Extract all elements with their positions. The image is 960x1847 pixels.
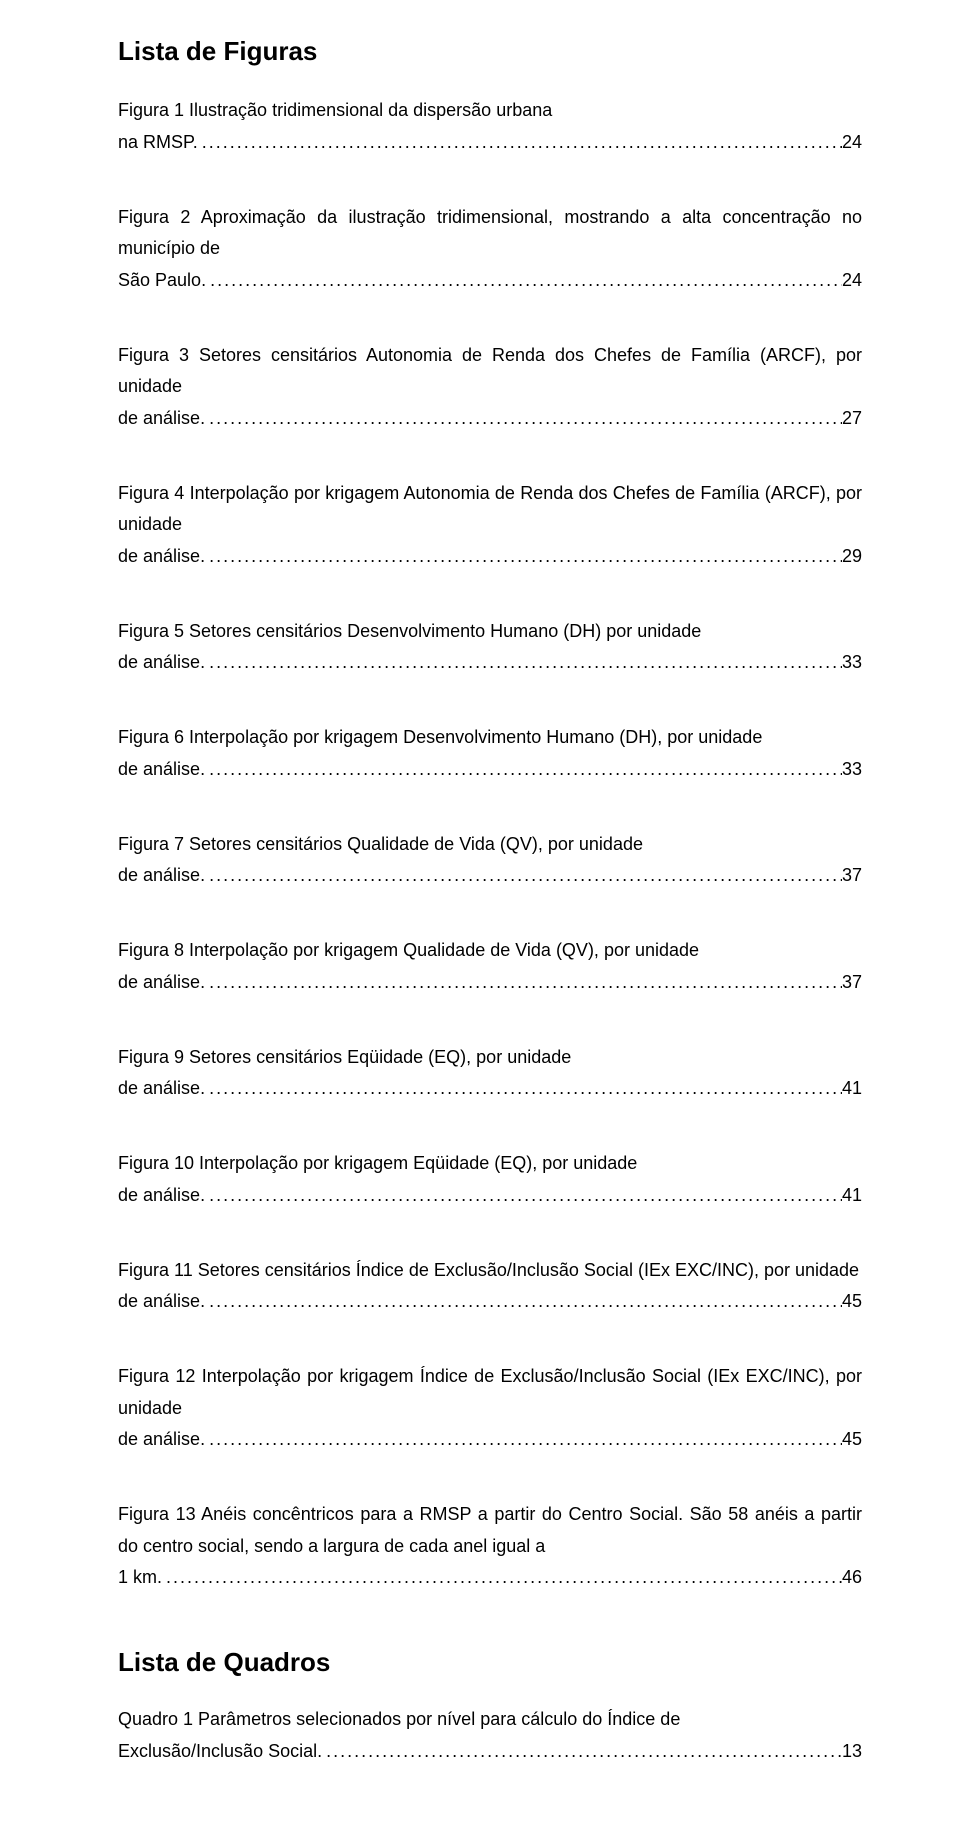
leader-dots: ........................................… xyxy=(205,403,842,435)
figure-page: 24 xyxy=(842,265,862,297)
figure-page: 24 xyxy=(842,127,862,159)
figure-text-tail: de análise. xyxy=(118,1286,205,1318)
table-text-head: Quadro 1 Parâmetros selecionados por nív… xyxy=(118,1709,680,1729)
figure-leader-row: de análise..............................… xyxy=(118,967,862,999)
figure-text-head: Figura 8 Interpolação por krigagem Quali… xyxy=(118,940,699,960)
figure-page: 41 xyxy=(842,1073,862,1105)
table-page: 13 xyxy=(842,1736,862,1768)
figure-text-head: Figura 2 Aproximação da ilustração tridi… xyxy=(118,207,862,259)
figure-text-tail: de análise. xyxy=(118,1073,205,1105)
figure-entry: Figura 4 Interpolação por krigagem Auton… xyxy=(118,478,862,604)
figure-leader-row: São Paulo...............................… xyxy=(118,265,862,297)
figure-entry: Figura 10 Interpolação por krigagem Eqüi… xyxy=(118,1148,862,1243)
figure-page: 37 xyxy=(842,967,862,999)
figure-page: 45 xyxy=(842,1424,862,1456)
figure-leader-row: de análise..............................… xyxy=(118,1286,862,1318)
figure-page: 27 xyxy=(842,403,862,435)
figure-entry: Figura 11 Setores censitários Índice de … xyxy=(118,1255,862,1350)
tables-heading: Lista de Quadros xyxy=(118,1647,862,1678)
figure-text-head: Figura 9 Setores censitários Eqüidade (E… xyxy=(118,1047,571,1067)
figure-text-head: Figura 13 Anéis concêntricos para a RMSP… xyxy=(118,1504,862,1556)
figures-list: Figura 1 Ilustração tridimensional da di… xyxy=(118,95,862,1625)
figure-leader-row: de análise..............................… xyxy=(118,1424,862,1456)
figure-page: 33 xyxy=(842,647,862,679)
figure-text-tail: de análise. xyxy=(118,647,205,679)
figure-text-head: Figura 12 Interpolação por krigagem Índi… xyxy=(118,1366,862,1418)
leader-dots: ........................................… xyxy=(205,967,842,999)
figure-leader-row: na RMSP.................................… xyxy=(118,127,862,159)
leader-dots: ........................................… xyxy=(198,127,842,159)
table-entry: Quadro 1 Parâmetros selecionados por nív… xyxy=(118,1704,862,1799)
figure-page: 45 xyxy=(842,1286,862,1318)
figure-leader-row: de análise..............................… xyxy=(118,541,862,573)
tables-list: Quadro 1 Parâmetros selecionados por nív… xyxy=(118,1704,862,1799)
table-text-tail: Exclusão/Inclusão Social. xyxy=(118,1736,322,1768)
figure-text-tail: São Paulo. xyxy=(118,265,206,297)
figure-entry: Figura 2 Aproximação da ilustração tridi… xyxy=(118,202,862,328)
figure-text-tail: de análise. xyxy=(118,1424,205,1456)
figure-page: 41 xyxy=(842,1180,862,1212)
figure-page: 46 xyxy=(842,1562,862,1594)
table-leader-row: Exclusão/Inclusão Social................… xyxy=(118,1736,862,1768)
leader-dots: ........................................… xyxy=(162,1562,842,1594)
figure-text-head: Figura 1 Ilustração tridimensional da di… xyxy=(118,100,552,120)
figure-text-head: Figura 11 Setores censitários Índice de … xyxy=(118,1260,859,1280)
figure-leader-row: de análise..............................… xyxy=(118,403,862,435)
figure-text-tail: de análise. xyxy=(118,860,205,892)
figure-text-tail: de análise. xyxy=(118,1180,205,1212)
leader-dots: ........................................… xyxy=(205,1424,842,1456)
figure-text-tail: de análise. xyxy=(118,403,205,435)
figures-heading: Lista de Figuras xyxy=(118,36,862,67)
figure-leader-row: de análise..............................… xyxy=(118,1180,862,1212)
figure-text-head: Figura 10 Interpolação por krigagem Eqüi… xyxy=(118,1153,637,1173)
figure-text-head: Figura 3 Setores censitários Autonomia d… xyxy=(118,345,862,397)
leader-dots: ........................................… xyxy=(205,1286,842,1318)
leader-dots: ........................................… xyxy=(205,541,842,573)
leader-dots: ........................................… xyxy=(205,860,842,892)
figure-entry: Figura 1 Ilustração tridimensional da di… xyxy=(118,95,862,190)
figure-page: 33 xyxy=(842,754,862,786)
leader-dots: ........................................… xyxy=(205,647,842,679)
figure-entry: Figura 13 Anéis concêntricos para a RMSP… xyxy=(118,1499,862,1625)
figure-entry: Figura 5 Setores censitários Desenvolvim… xyxy=(118,616,862,711)
figure-text-tail: 1 km. xyxy=(118,1562,162,1594)
figure-entry: Figura 9 Setores censitários Eqüidade (E… xyxy=(118,1042,862,1137)
leader-dots: ........................................… xyxy=(205,1180,842,1212)
figure-text-tail: de análise. xyxy=(118,754,205,786)
figure-text-tail: de análise. xyxy=(118,967,205,999)
figure-entry: Figura 3 Setores censitários Autonomia d… xyxy=(118,340,862,466)
figure-leader-row: de análise..............................… xyxy=(118,647,862,679)
figure-page: 29 xyxy=(842,541,862,573)
figure-text-tail: de análise. xyxy=(118,541,205,573)
figure-leader-row: de análise..............................… xyxy=(118,1073,862,1105)
figure-text-tail: na RMSP. xyxy=(118,127,198,159)
leader-dots: ........................................… xyxy=(206,265,842,297)
figure-entry: Figura 12 Interpolação por krigagem Índi… xyxy=(118,1361,862,1487)
figure-entry: Figura 6 Interpolação por krigagem Desen… xyxy=(118,722,862,817)
figure-leader-row: de análise..............................… xyxy=(118,860,862,892)
figure-text-head: Figura 5 Setores censitários Desenvolvim… xyxy=(118,621,701,641)
figure-page: 37 xyxy=(842,860,862,892)
figure-entry: Figura 8 Interpolação por krigagem Quali… xyxy=(118,935,862,1030)
figure-text-head: Figura 7 Setores censitários Qualidade d… xyxy=(118,834,643,854)
figure-leader-row: 1 km....................................… xyxy=(118,1562,862,1594)
leader-dots: ........................................… xyxy=(205,1073,842,1105)
figure-text-head: Figura 4 Interpolação por krigagem Auton… xyxy=(118,483,862,535)
leader-dots: ........................................… xyxy=(205,754,842,786)
figure-text-head: Figura 6 Interpolação por krigagem Desen… xyxy=(118,727,762,747)
leader-dots: ........................................… xyxy=(322,1736,842,1768)
figure-leader-row: de análise..............................… xyxy=(118,754,862,786)
figure-entry: Figura 7 Setores censitários Qualidade d… xyxy=(118,829,862,924)
